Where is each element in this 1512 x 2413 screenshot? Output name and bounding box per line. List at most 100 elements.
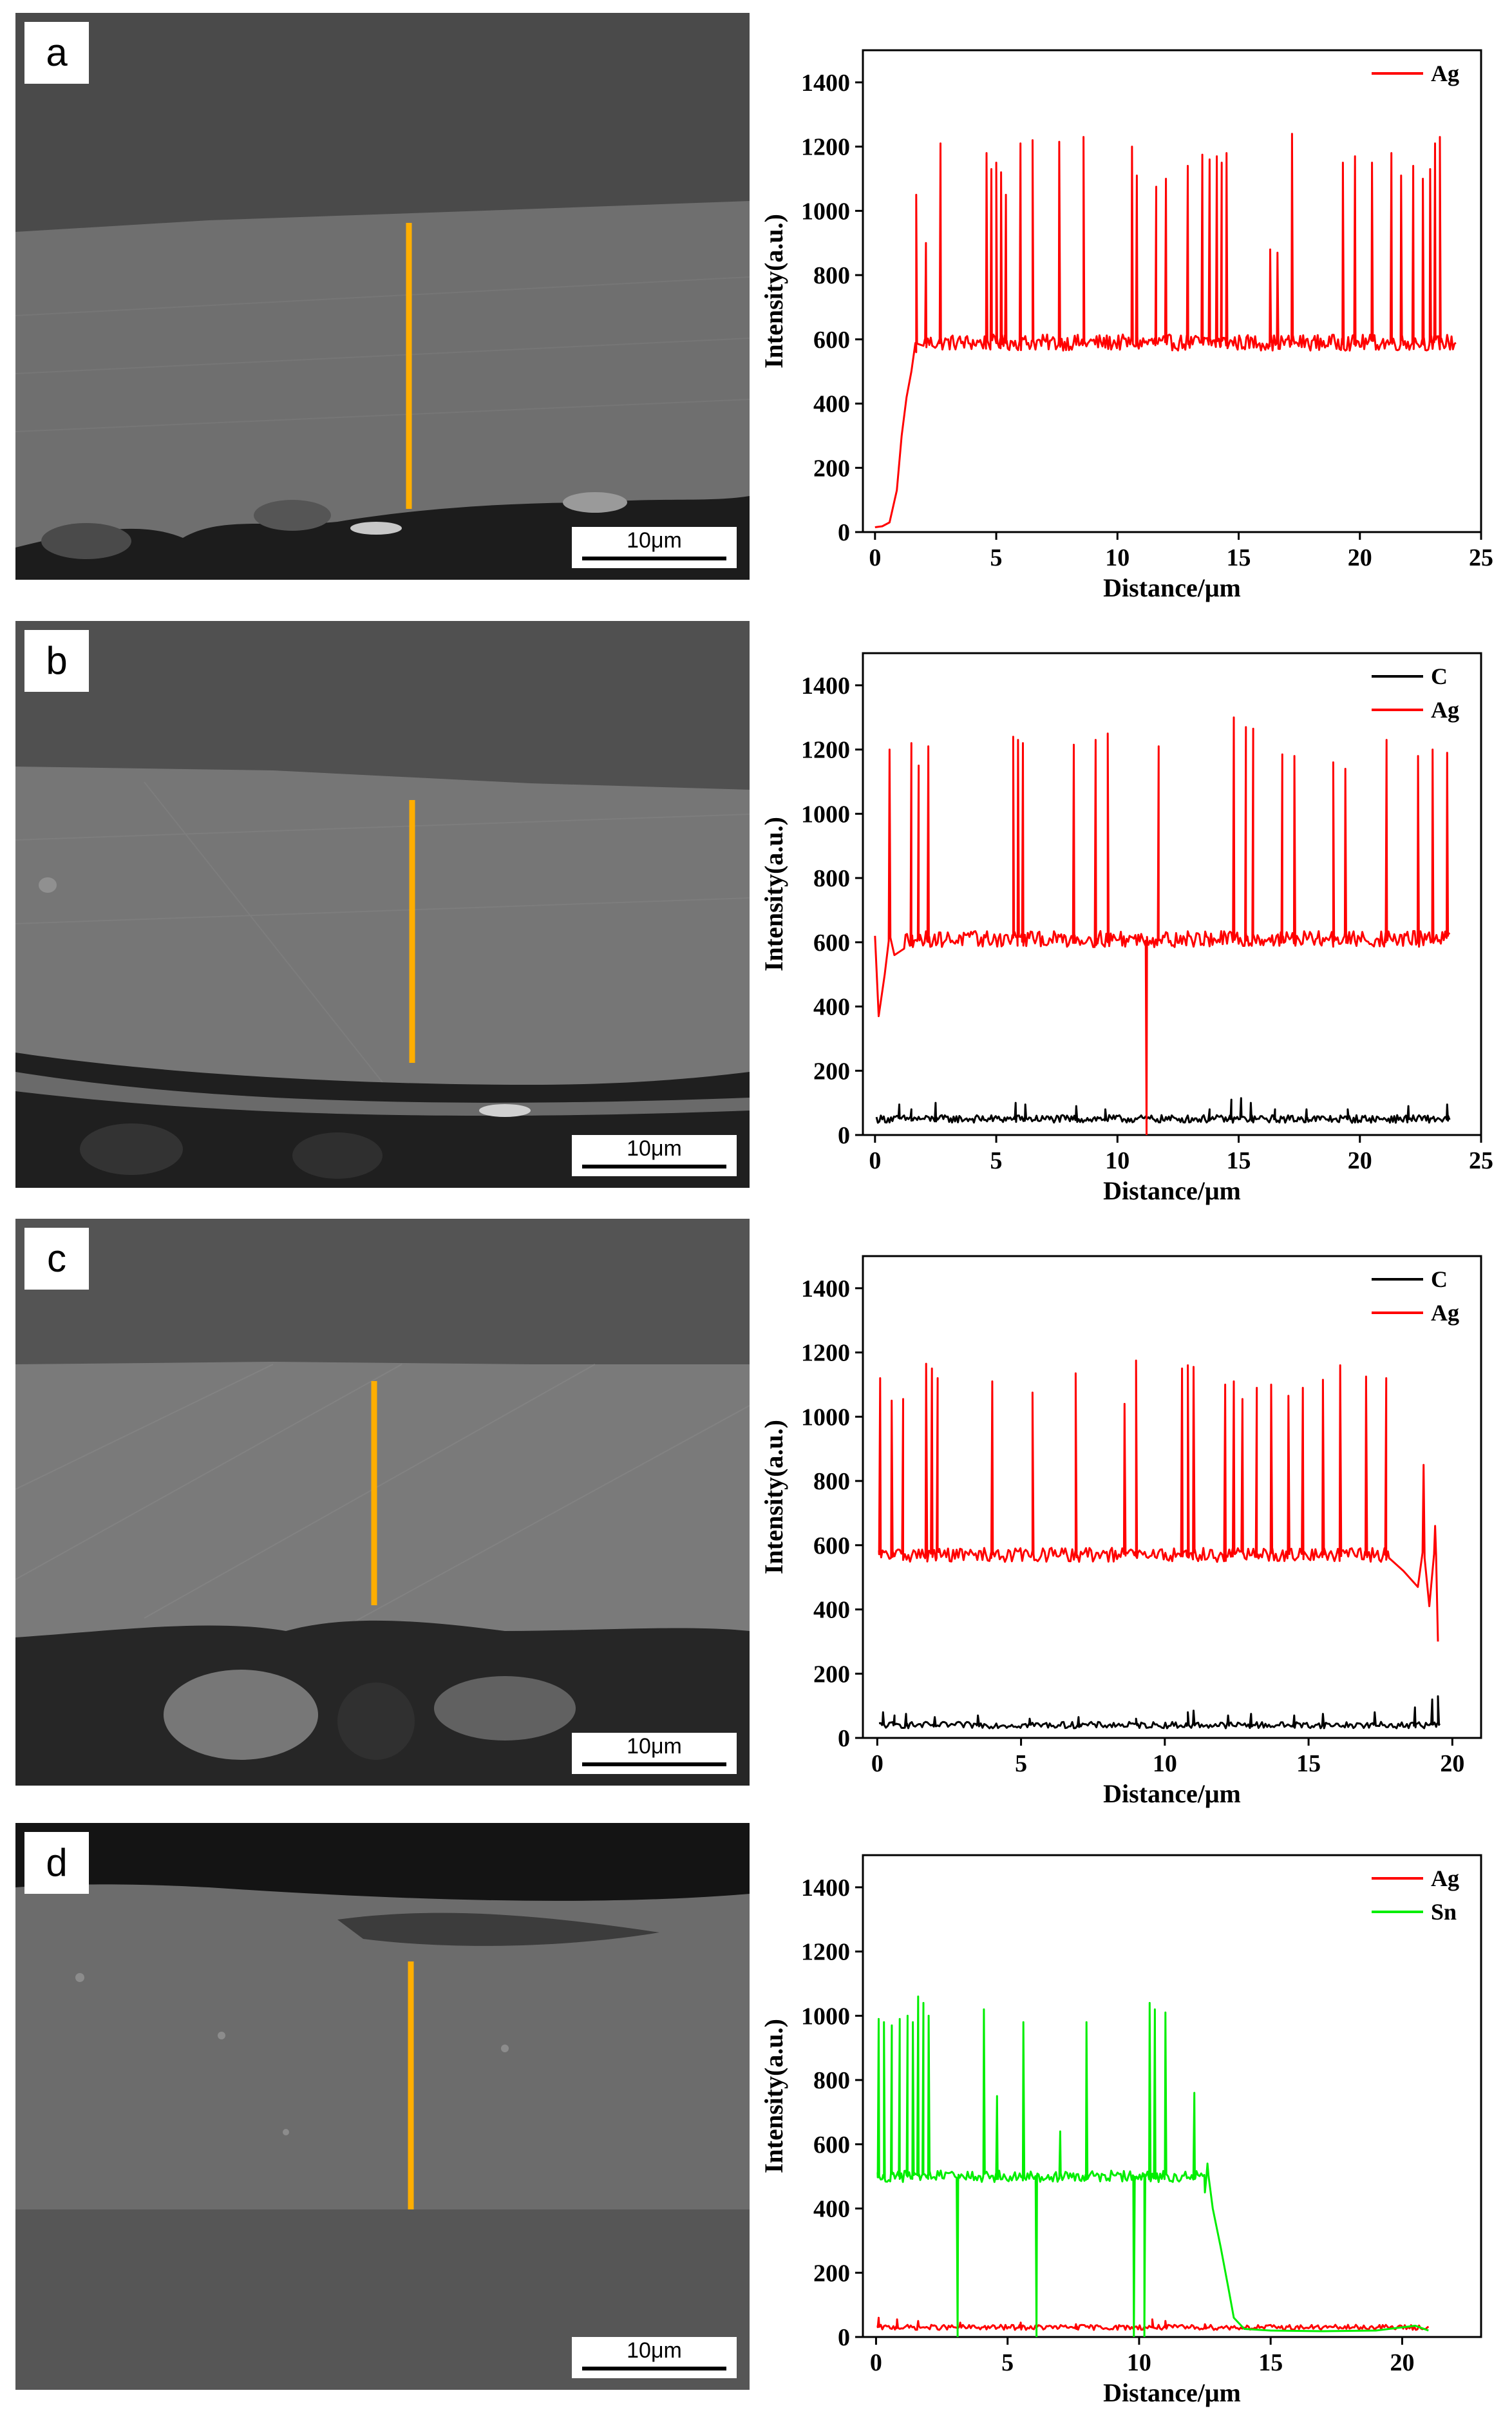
y-tick-label: 200 bbox=[813, 1661, 850, 1688]
scale-bar-line bbox=[582, 1165, 726, 1168]
chart-svg-a: 0 5 10 15 20 25 0 200 400 600 800 1000 1200 1400 Dista… bbox=[759, 49, 1493, 602]
linescan-chart-d: 0 5 10 15 20 0 200 400 600 800 1000 1200 1400 Distanc… bbox=[753, 1810, 1512, 2413]
y-tick-label: 600 bbox=[813, 1532, 850, 1559]
y-tick-label: 800 bbox=[813, 865, 850, 892]
y-tick-label: 1400 bbox=[801, 70, 850, 97]
y-tick-label: 400 bbox=[813, 391, 850, 418]
x-tick-label: 25 bbox=[1469, 1147, 1493, 1174]
x-axis-label: Distance/μm bbox=[1103, 1176, 1241, 1205]
sem-micrograph-b bbox=[15, 621, 750, 1188]
x-tick-label: 5 bbox=[990, 544, 1003, 571]
x-tick-label: 0 bbox=[870, 2349, 882, 2376]
series-line-c bbox=[875, 1097, 1451, 1124]
y-tick-label: 1200 bbox=[801, 737, 850, 764]
series-line-sn bbox=[876, 1995, 1429, 2337]
sem-image-a: a 10μm bbox=[15, 13, 750, 580]
panel-label: d bbox=[24, 1832, 89, 1894]
panel-c: c 10μm 0 5 10 15 20 0 200 400 600 800 1000 1200 1400… bbox=[0, 1211, 1512, 1814]
y-tick-label: 600 bbox=[813, 327, 850, 354]
y-tick-label: 1200 bbox=[801, 134, 850, 161]
y-tick-label: 800 bbox=[813, 262, 850, 289]
y-tick-label: 1200 bbox=[801, 1340, 850, 1367]
y-tick-label: 400 bbox=[813, 1597, 850, 1624]
x-tick-label: 10 bbox=[1153, 1750, 1177, 1777]
series-line-ag bbox=[878, 1359, 1439, 1642]
legend-label-ag: Ag bbox=[1431, 697, 1459, 723]
scale-bar-line bbox=[582, 557, 726, 560]
sem-image-c: c 10μm bbox=[15, 1219, 750, 1786]
y-tick-label: 0 bbox=[838, 2324, 850, 2351]
y-tick-label: 1400 bbox=[801, 1275, 850, 1302]
y-tick-label: 200 bbox=[813, 2260, 850, 2287]
scale-bar-label: 10μm bbox=[627, 1734, 682, 1759]
x-tick-label: 5 bbox=[1001, 2349, 1014, 2376]
x-tick-label: 15 bbox=[1227, 544, 1251, 571]
linescan-chart-a: 0 5 10 15 20 25 0 200 400 600 800 1000 1200 1400 Dista… bbox=[753, 5, 1512, 608]
y-tick-label: 1000 bbox=[801, 2003, 850, 2030]
y-tick-label: 1400 bbox=[801, 672, 850, 700]
series-line-ag bbox=[874, 716, 1451, 1135]
x-tick-label: 15 bbox=[1227, 1147, 1251, 1174]
panel-a: a 10μm 0 5 10 15 20 25 0 200 400 600 800 1000 1200 14… bbox=[0, 5, 1512, 608]
legend-label-ag: Ag bbox=[1431, 1300, 1459, 1326]
legend-label-c: C bbox=[1431, 663, 1448, 689]
chart-svg-b: 0 5 10 15 20 25 0 200 400 600 800 1000 1200 1400 Dista… bbox=[759, 652, 1493, 1205]
x-axis-label: Distance/μm bbox=[1103, 2378, 1241, 2407]
scale-bar-line bbox=[582, 1762, 726, 1766]
x-tick-label: 15 bbox=[1258, 2349, 1283, 2376]
y-tick-label: 0 bbox=[838, 1122, 850, 1149]
panel-label: c bbox=[24, 1228, 89, 1290]
x-tick-label: 20 bbox=[1348, 1147, 1372, 1174]
sem-micrograph-a bbox=[15, 13, 750, 580]
y-tick-label: 800 bbox=[813, 2067, 850, 2094]
y-axis-label: Intensity(a.u.) bbox=[759, 214, 788, 368]
series-line-c bbox=[878, 1695, 1441, 1730]
legend-label-ag: Ag bbox=[1431, 1865, 1459, 1891]
x-tick-label: 15 bbox=[1296, 1750, 1321, 1777]
y-tick-label: 1400 bbox=[801, 1874, 850, 1902]
plot-frame bbox=[862, 652, 1482, 1136]
scale-bar: 10μm bbox=[572, 2337, 737, 2378]
chart-svg-d: 0 5 10 15 200200400600800100012001400Distanc… bbox=[759, 1854, 1482, 2407]
scale-bar-line bbox=[582, 2367, 726, 2370]
y-tick-label: 600 bbox=[813, 930, 850, 957]
y-tick-label: 1000 bbox=[801, 198, 850, 225]
panel-label: a bbox=[24, 22, 89, 84]
sem-image-d: d 10μm bbox=[15, 1823, 750, 2390]
x-tick-label: 0 bbox=[869, 544, 881, 571]
x-tick-label: 0 bbox=[869, 1147, 881, 1174]
legend-label-ag: Ag bbox=[1431, 61, 1459, 86]
y-tick-label: 600 bbox=[813, 2132, 850, 2159]
plot-frame bbox=[862, 1255, 1482, 1739]
y-tick-label: 400 bbox=[813, 2196, 850, 2223]
scale-bar-label: 10μm bbox=[627, 528, 682, 553]
x-tick-label: 20 bbox=[1348, 544, 1372, 571]
scale-bar-label: 10μm bbox=[627, 2338, 682, 2363]
x-tick-label: 25 bbox=[1469, 544, 1493, 571]
x-tick-label: 5 bbox=[990, 1147, 1003, 1174]
y-axis-label: Intensity(a.u.) bbox=[759, 817, 788, 971]
y-tick-label: 0 bbox=[838, 1725, 850, 1752]
panel-b: b 10μm 0 5 10 15 20 25 0 200 400 600 800 1000 1200 14… bbox=[0, 608, 1512, 1211]
x-axis-label: Distance/μm bbox=[1103, 573, 1241, 602]
sem-micrograph-d bbox=[15, 1823, 750, 2390]
sem-image-b: b 10μm bbox=[15, 621, 750, 1188]
y-tick-label: 1200 bbox=[801, 1939, 850, 1966]
scale-bar: 10μm bbox=[572, 1135, 737, 1176]
x-tick-label: 20 bbox=[1440, 1750, 1464, 1777]
panel-d: d 10μm 0 5 10 15 20 0 200 400 600 800 1000 1200 1400… bbox=[0, 1810, 1512, 2413]
series-line-ag bbox=[874, 133, 1457, 528]
scale-bar: 10μm bbox=[572, 527, 737, 568]
x-tick-label: 0 bbox=[871, 1750, 884, 1777]
chart-svg-c: 0 5 10 15 200200400600800100012001400Distanc… bbox=[759, 1255, 1482, 1808]
series-line-ag bbox=[876, 2316, 1430, 2331]
y-tick-label: 400 bbox=[813, 994, 850, 1021]
x-tick-label: 10 bbox=[1105, 544, 1129, 571]
x-axis-label: Distance/μm bbox=[1103, 1779, 1241, 1808]
linescan-chart-b: 0 5 10 15 20 25 0 200 400 600 800 1000 1200 1400 Dista… bbox=[753, 608, 1512, 1211]
legend-label-sn: Sn bbox=[1431, 1899, 1457, 1925]
y-axis-label: Intensity(a.u.) bbox=[759, 2019, 788, 2173]
sem-micrograph-c bbox=[15, 1219, 750, 1786]
x-tick-label: 20 bbox=[1390, 2349, 1414, 2376]
scale-bar-label: 10μm bbox=[627, 1136, 682, 1161]
